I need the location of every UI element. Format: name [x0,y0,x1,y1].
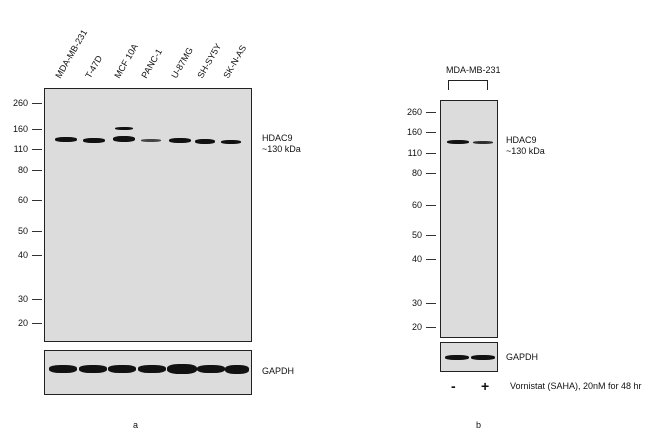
marker-label: 110 [13,144,28,154]
blot-b-gapdh [440,342,498,372]
marker-tick [32,323,42,324]
marker-label: 30 [411,298,422,308]
band [108,365,136,373]
band [113,136,135,142]
marker-tick [32,129,42,130]
target-name-b: HDAC9 [506,135,537,145]
marker-label: 160 [12,124,28,134]
treatment-plus: + [481,378,490,394]
band [197,365,225,373]
blot-a-main [44,88,252,342]
blot-b-main [440,100,498,338]
treatment-label: Vornistat (SAHA), 20nM for 48 hr [510,381,642,391]
marker-tick [426,303,436,304]
loading-control-a: GAPDH [262,366,295,376]
band [115,127,133,130]
marker-tick [426,153,436,154]
band [473,141,493,144]
marker-label: 80 [411,168,422,178]
band [55,137,77,142]
target-size-b: ~130 kDa [506,146,545,156]
marker-tick [426,173,436,174]
band [471,355,495,360]
marker-tick [426,235,436,236]
caption-a: a [133,420,139,430]
band [49,365,77,373]
lane-label: U-87MG [169,45,196,80]
marker-tick [32,103,42,104]
marker-label: 110 [407,148,422,158]
loading-control-b: GAPDH [506,352,539,362]
marker-tick [32,200,42,201]
marker-label: 50 [411,230,422,240]
marker-label: 50 [17,226,28,236]
band [79,365,107,373]
lane-label: MCF 10A [112,42,141,80]
target-name-a: HDAC9 [262,133,293,143]
marker-label: 160 [406,127,422,137]
marker-tick [426,259,436,260]
band [445,355,469,360]
cell-line-label: MDA-MB-231 [446,65,501,75]
marker-tick [32,255,42,256]
lane-bracket [448,80,488,90]
lane-label: T-47D [83,53,105,80]
marker-label: 80 [17,165,28,175]
marker-tick [32,299,42,300]
marker-label: 20 [17,318,28,328]
treatment-minus: - [451,378,456,394]
lane-label: SK-N-AS [221,43,249,80]
marker-tick [426,132,436,133]
marker-tick [426,327,436,328]
band [225,365,249,374]
target-size-a: ~130 kDa [262,144,301,154]
band [169,138,191,143]
lane-label: SH-SY5Y [195,41,224,80]
marker-tick [426,205,436,206]
caption-b: b [476,420,482,430]
marker-label: 260 [406,107,422,117]
band [138,365,166,373]
marker-tick [426,112,436,113]
marker-tick [32,170,42,171]
band [221,140,241,144]
marker-label: 40 [411,254,422,264]
marker-label: 40 [17,250,28,260]
band [167,364,197,374]
marker-label: 20 [411,322,422,332]
marker-label: 60 [17,195,28,205]
blot-a-gapdh [44,350,252,395]
marker-label: 30 [17,294,28,304]
marker-label: 260 [12,98,28,108]
marker-tick [32,149,42,150]
marker-tick [32,231,42,232]
band [447,140,469,144]
band [83,138,105,143]
band [195,139,215,144]
band [141,139,161,142]
lane-label: PANC-1 [139,46,165,80]
marker-label: 60 [411,200,422,210]
